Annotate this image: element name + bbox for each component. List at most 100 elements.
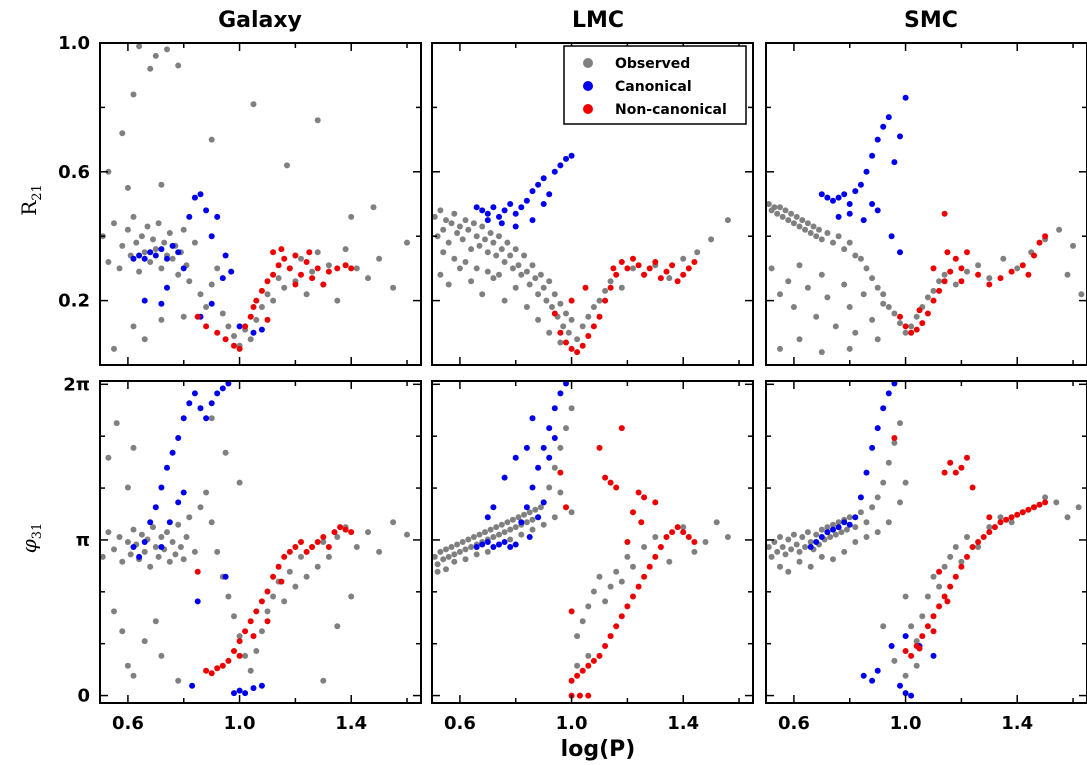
point-non-canonical [292,252,299,259]
point-observed [314,249,321,256]
point-non-canonical [958,464,965,471]
point-non-canonical [975,271,982,278]
point-observed [334,534,341,540]
points-0 [100,43,410,352]
point-observed [565,329,572,336]
x-tick-label: 0.6 [112,713,144,734]
point-non-canonical [1031,504,1037,511]
point-observed [880,623,887,630]
point-non-canonical [231,342,237,349]
point-observed [434,233,441,240]
point-observed [105,259,112,265]
point-canonical [568,152,575,159]
point-canonical [496,213,502,220]
point-observed [824,294,831,301]
point-observed [507,252,514,259]
point-observed [804,284,811,291]
point-observed [838,529,845,536]
point-observed [546,484,553,491]
point-observed [804,220,811,227]
points-4 [432,381,731,699]
point-canonical [546,191,553,198]
point-observed [880,300,887,307]
point-observed [484,249,491,256]
point-observed [782,207,789,214]
point-observed [166,558,173,565]
point-observed [590,304,597,310]
point-observed [147,259,154,265]
point-non-canonical [669,529,676,536]
point-observed [353,265,360,272]
point-observed [152,618,159,625]
point-non-canonical [663,534,670,540]
point-observed [130,323,137,330]
point-observed [465,536,472,543]
point-observed [540,284,547,291]
point-observed [197,504,204,511]
point-observed [504,519,511,526]
point-non-canonical [292,544,299,550]
point-observed [521,252,528,259]
point-observed [270,297,277,304]
point-observed [532,275,539,282]
point-observed [119,130,126,137]
point-observed [924,593,931,600]
point-canonical [523,197,530,204]
panel-frame [431,380,754,704]
point-non-canonical [613,484,620,491]
point-canonical [830,526,836,533]
point-observed [303,291,310,298]
point-observed [902,329,909,336]
point-observed [437,548,444,555]
point-observed [320,539,327,545]
point-observed [846,345,853,352]
point-non-canonical [635,262,642,269]
point-canonical [874,667,881,674]
point-non-canonical [652,553,659,560]
point-observed [602,598,609,605]
point-observed [830,521,836,528]
point-observed [172,551,179,558]
point-canonical [250,329,257,336]
point-observed [518,531,525,538]
point-canonical [891,159,898,166]
point-observed [225,323,232,330]
point-observed [124,184,131,191]
point-canonical [130,544,137,550]
point-observed [818,526,825,533]
point-non-canonical [314,265,321,272]
point-observed [986,524,993,531]
point-observed [952,281,959,288]
point-non-canonical [641,494,648,501]
point-observed [724,534,731,540]
point-non-canonical [286,548,293,555]
point-canonical [186,400,193,407]
point-observed [264,291,271,298]
point-canonical [203,415,210,422]
point-non-canonical [657,275,664,282]
point-observed [843,526,850,533]
point-non-canonical [618,613,625,620]
point-observed [180,226,187,233]
y-tick-label: 0.6 [58,162,90,183]
point-observed [507,536,514,543]
point-observed [465,226,472,233]
point-non-canonical [646,265,653,272]
point-observed [247,336,254,343]
point-observed [793,541,800,548]
point-non-canonical [680,271,687,278]
point-observed [652,534,659,540]
point-non-canonical [574,672,581,679]
point-observed [818,271,825,278]
point-non-canonical [986,514,993,521]
point-observed [236,479,243,486]
point-non-canonical [579,342,586,349]
point-observed [975,262,982,269]
point-observed [790,531,797,538]
point-non-canonical [250,633,257,640]
point-non-canonical [958,278,965,285]
point-observed [175,271,182,278]
point-canonical [507,201,514,207]
point-observed [434,568,441,575]
